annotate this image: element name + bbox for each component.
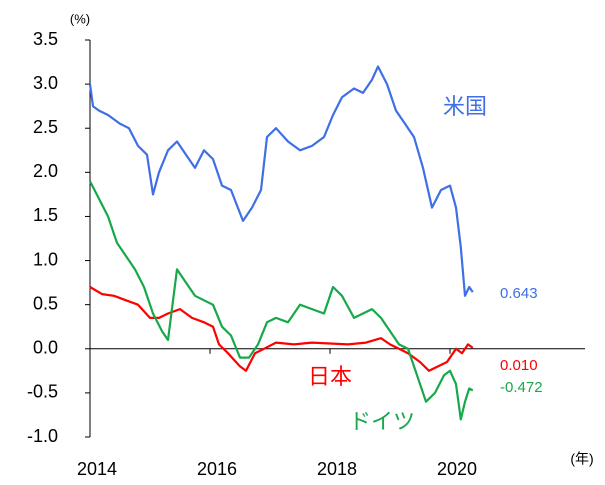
y-axis-label: (%) <box>70 11 90 26</box>
y-tick-label: 2.0 <box>33 161 58 181</box>
y-tick-label: 0.5 <box>33 293 58 313</box>
y-tick-label: 3.5 <box>33 29 58 49</box>
x-axis-label: (年) <box>570 451 593 467</box>
y-tick-label: 1.5 <box>33 205 58 225</box>
y-tick-label: 2.5 <box>33 117 58 137</box>
x-tick-label: 2016 <box>197 459 237 479</box>
y-tick-label: -0.5 <box>27 382 58 402</box>
series-label: 日本 <box>308 364 352 389</box>
series-label: ドイツ <box>349 409 415 434</box>
end-value-label: -0.472 <box>500 379 543 396</box>
x-tick-label: 2020 <box>437 459 477 479</box>
y-tick-label: 0.0 <box>33 338 58 358</box>
x-tick-label: 2014 <box>77 459 117 479</box>
series-label: 米国 <box>443 94 487 119</box>
y-tick-label: 1.0 <box>33 249 58 269</box>
end-value-label: 0.643 <box>500 285 538 302</box>
y-tick-label: 3.0 <box>33 73 58 93</box>
y-tick-label: -1.0 <box>27 426 58 446</box>
end-value-label: 0.010 <box>500 357 538 374</box>
x-tick-label: 2018 <box>317 459 357 479</box>
series-line <box>89 286 474 372</box>
series-line <box>88 65 474 297</box>
series-line <box>89 180 474 421</box>
